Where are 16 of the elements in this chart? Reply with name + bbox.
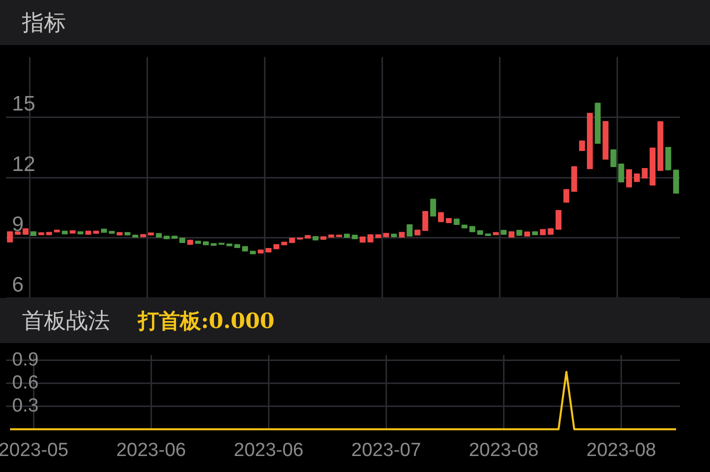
x-tick-label: 2023-08 xyxy=(586,440,656,461)
chart-title: 指标 xyxy=(22,10,66,38)
y-tick-label: 15 xyxy=(12,92,36,116)
x-tick-label: 2023-05 xyxy=(0,440,68,461)
x-tick-label: 2023-06 xyxy=(234,440,304,461)
y-tick-label: 0.3 xyxy=(12,395,39,416)
y-tick-label: 0.6 xyxy=(12,372,39,394)
y-tick-label: 9 xyxy=(12,213,24,236)
text: 打首板:0.000 xyxy=(138,306,275,334)
y-tick-label: 12 xyxy=(12,152,36,176)
x-tick-label: 2023-07 xyxy=(351,440,422,461)
chart-title: 首板战法 xyxy=(22,308,110,336)
x-tick-label: 2023-08 xyxy=(468,440,539,461)
x-tick-label: 2023-06 xyxy=(116,440,186,461)
y-tick-label: 0.9 xyxy=(12,350,39,371)
y-tick-label: 6 xyxy=(12,273,24,296)
